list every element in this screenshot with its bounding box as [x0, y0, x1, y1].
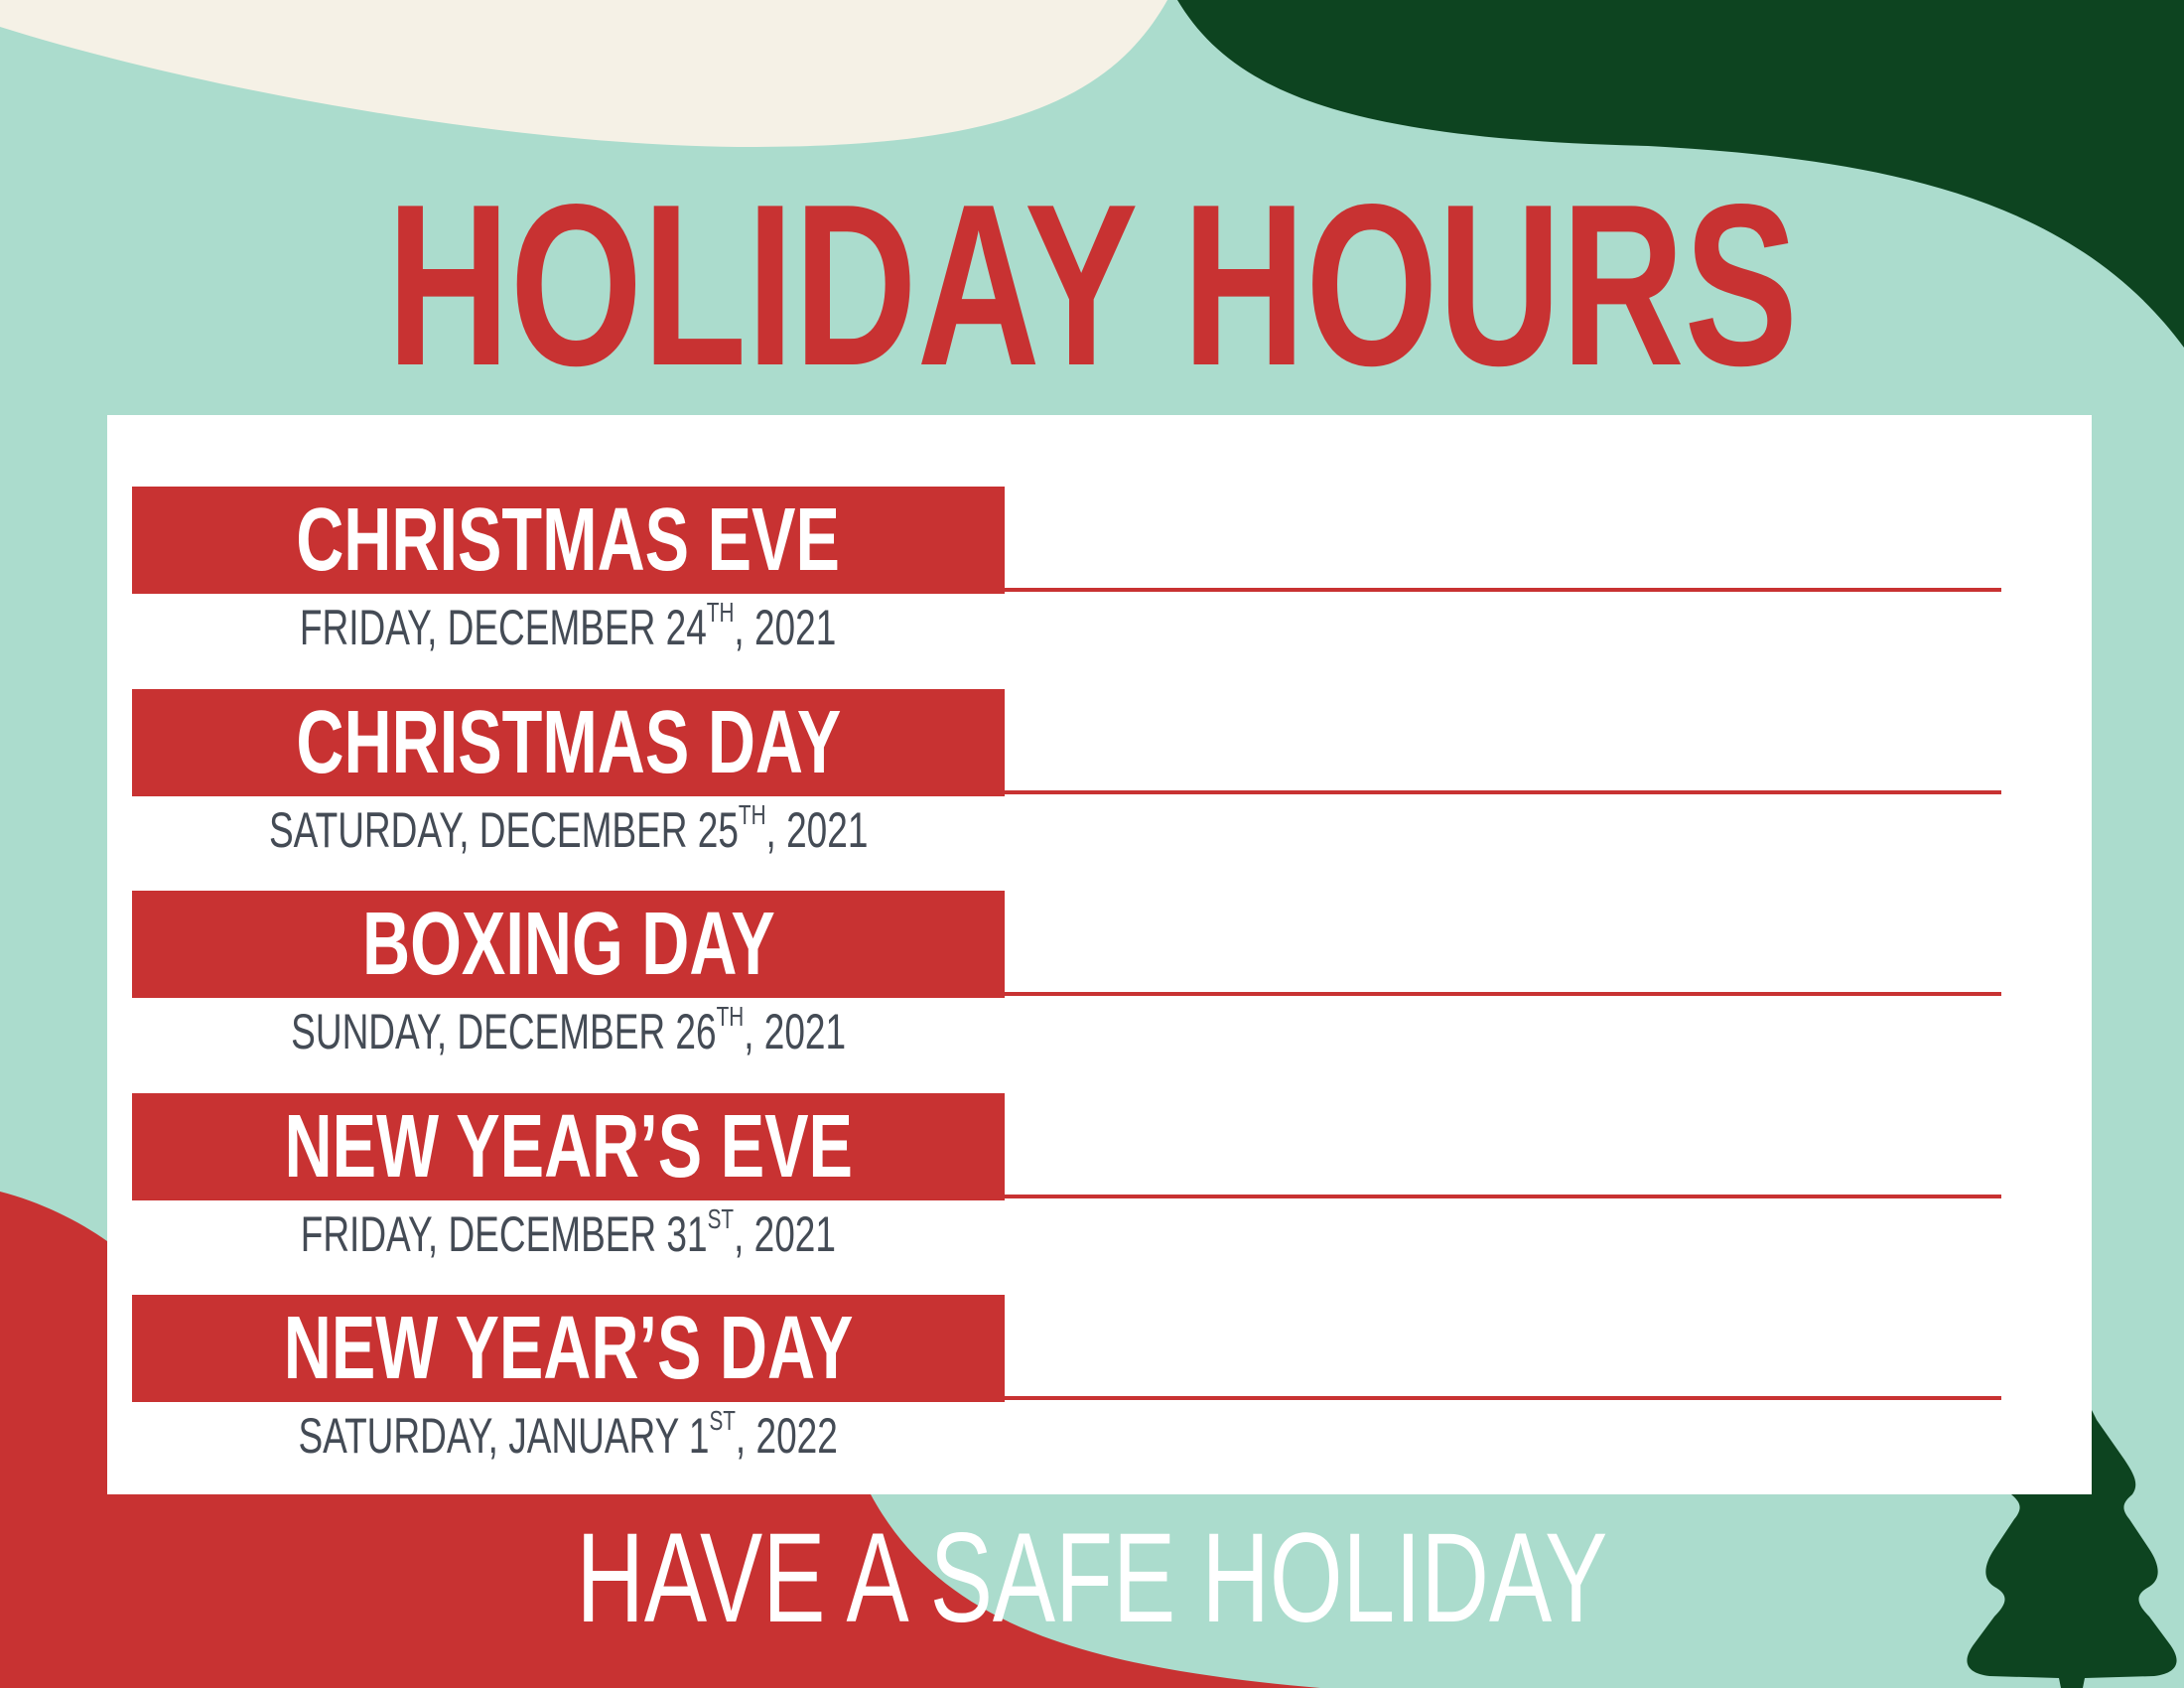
- holiday-date: SATURDAY, DECEMBER 25TH, 2021: [132, 798, 1005, 860]
- page-title: HOLIDAY HOURS: [386, 157, 1798, 414]
- date-ordinal: TH: [707, 597, 735, 628]
- date-year: , 2021: [765, 801, 869, 858]
- hours-line: [1005, 588, 2001, 592]
- date-day: 26: [675, 1004, 717, 1059]
- date-year: , 2022: [736, 1408, 839, 1464]
- cream-shape: [0, 0, 1167, 147]
- holiday-date: FRIDAY, DECEMBER 31ST, 2021: [132, 1202, 1005, 1264]
- hours-card: CHRISTMAS EVE FRIDAY, DECEMBER 24TH, 2021…: [107, 415, 2092, 1494]
- holiday-name-banner: CHRISTMAS EVE: [132, 487, 1005, 594]
- date-year: , 2021: [734, 1205, 837, 1262]
- holiday-row: NEW YEAR’S DAY SATURDAY, JANUARY 1ST, 202…: [132, 1295, 2001, 1483]
- holiday-name: CHRISTMAS EVE: [296, 491, 841, 590]
- date-ordinal: ST: [707, 1202, 735, 1234]
- hours-line: [1005, 992, 2001, 996]
- holiday-name-banner: NEW YEAR’S EVE: [132, 1092, 1005, 1200]
- date-year: , 2021: [744, 1004, 846, 1059]
- date-day: 24: [666, 600, 708, 655]
- date-ordinal: ST: [709, 1405, 737, 1436]
- date-ordinal: TH: [716, 1001, 745, 1032]
- date-prefix: SATURDAY, JANUARY: [298, 1408, 690, 1464]
- footer-message: HAVE A SAFE HOLIDAY: [576, 1507, 1608, 1649]
- hours-line: [1005, 1396, 2001, 1400]
- holiday-row: NEW YEAR’S EVE FRIDAY, DECEMBER 31ST, 202…: [132, 1092, 2001, 1282]
- date-ordinal: TH: [738, 798, 766, 830]
- date-prefix: FRIDAY, DECEMBER: [300, 600, 667, 655]
- holiday-name-banner: BOXING DAY: [132, 891, 1005, 998]
- date-prefix: SUNDAY, DECEMBER: [291, 1004, 676, 1059]
- hours-line: [1005, 1194, 2001, 1198]
- holiday-row: CHRISTMAS EVE FRIDAY, DECEMBER 24TH, 2021: [132, 487, 2001, 675]
- holiday-date: SUNDAY, DECEMBER 26TH, 2021: [132, 1002, 1005, 1061]
- holiday-name-banner: CHRISTMAS DAY: [132, 688, 1005, 796]
- date-day: 1: [689, 1408, 710, 1464]
- holiday-name: NEW YEAR’S DAY: [283, 1299, 854, 1398]
- dark-green-shape: [1177, 0, 2184, 348]
- holiday-row: CHRISTMAS DAY SATURDAY, DECEMBER 25TH, 20…: [132, 688, 2001, 878]
- holiday-name: BOXING DAY: [361, 895, 775, 994]
- holiday-name-banner: NEW YEAR’S DAY: [132, 1295, 1005, 1402]
- holiday-date: FRIDAY, DECEMBER 24TH, 2021: [132, 598, 1005, 657]
- date-day: 25: [697, 801, 739, 858]
- date-day: 31: [666, 1205, 708, 1262]
- red-shape: [0, 1192, 1320, 1688]
- hours-line: [1005, 789, 2001, 794]
- date-prefix: SATURDAY, DECEMBER: [268, 801, 698, 858]
- holiday-name: CHRISTMAS DAY: [296, 692, 841, 792]
- holiday-name: NEW YEAR’S EVE: [284, 1096, 853, 1196]
- holiday-date: SATURDAY, JANUARY 1ST, 2022: [132, 1406, 1005, 1466]
- holiday-row: BOXING DAY SUNDAY, DECEMBER 26TH, 2021: [132, 891, 2001, 1079]
- date-year: , 2021: [734, 600, 837, 655]
- date-prefix: FRIDAY, DECEMBER: [300, 1205, 667, 1262]
